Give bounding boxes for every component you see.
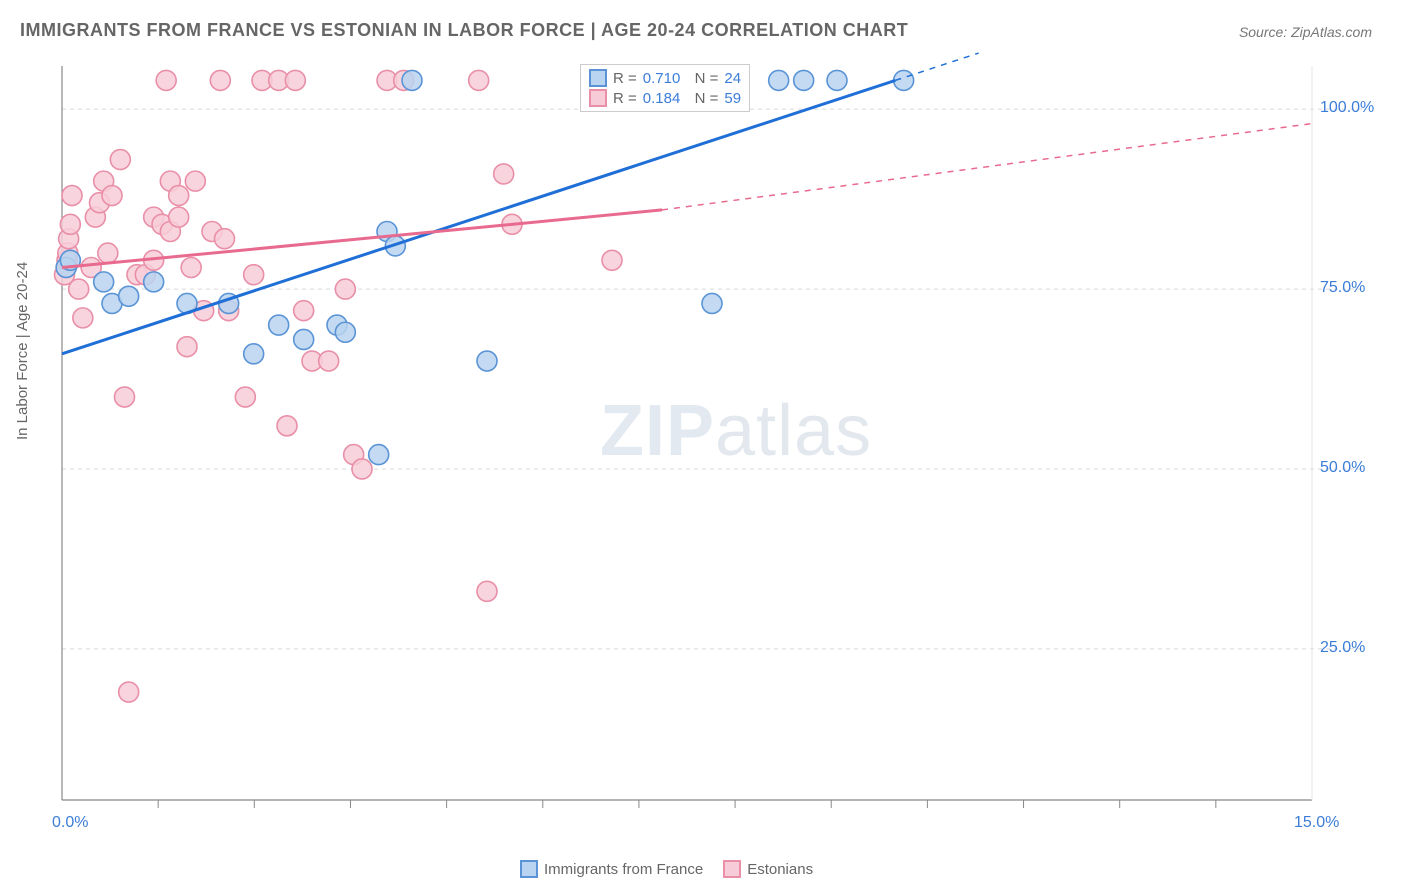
legend-swatch-icon — [589, 69, 607, 87]
x-tick-label: 15.0% — [1294, 814, 1339, 832]
y-axis-label: In Labor Force | Age 20-24 — [14, 262, 31, 440]
correlation-legend: R = 0.710 N = 24 R = 0.184 N = 59 — [580, 64, 750, 112]
y-tick-label: 75.0% — [1320, 279, 1365, 297]
legend-n-label: N = — [686, 70, 718, 87]
source-text: Source: ZipAtlas.com — [1239, 24, 1372, 40]
series-legend-item: Estonians — [723, 860, 813, 878]
legend-r-label: R = — [613, 90, 637, 107]
legend-swatch-icon — [723, 860, 741, 878]
y-tick-label: 50.0% — [1320, 459, 1365, 477]
series-legend-label: Estonians — [747, 861, 813, 878]
y-tick-label: 100.0% — [1320, 99, 1374, 117]
correlation-legend-row: R = 0.710 N = 24 — [589, 69, 741, 87]
y-tick-label: 25.0% — [1320, 639, 1365, 657]
chart-title: IMMIGRANTS FROM FRANCE VS ESTONIAN IN LA… — [20, 20, 908, 41]
legend-n-value: 24 — [724, 70, 741, 87]
legend-n-value: 59 — [724, 90, 741, 107]
legend-r-label: R = — [613, 70, 637, 87]
correlation-legend-row: R = 0.184 N = 59 — [589, 89, 741, 107]
series-legend-item: Immigrants from France — [520, 860, 703, 878]
legend-r-value: 0.710 — [643, 70, 681, 87]
series-legend: Immigrants from France Estonians — [520, 860, 813, 878]
chart-plot-area — [50, 50, 1370, 830]
legend-swatch-icon — [520, 860, 538, 878]
legend-swatch-icon — [589, 89, 607, 107]
chart-svg — [50, 50, 1370, 830]
legend-n-label: N = — [686, 90, 718, 107]
x-tick-label: 0.0% — [52, 814, 88, 832]
series-legend-label: Immigrants from France — [544, 861, 703, 878]
legend-r-value: 0.184 — [643, 90, 681, 107]
